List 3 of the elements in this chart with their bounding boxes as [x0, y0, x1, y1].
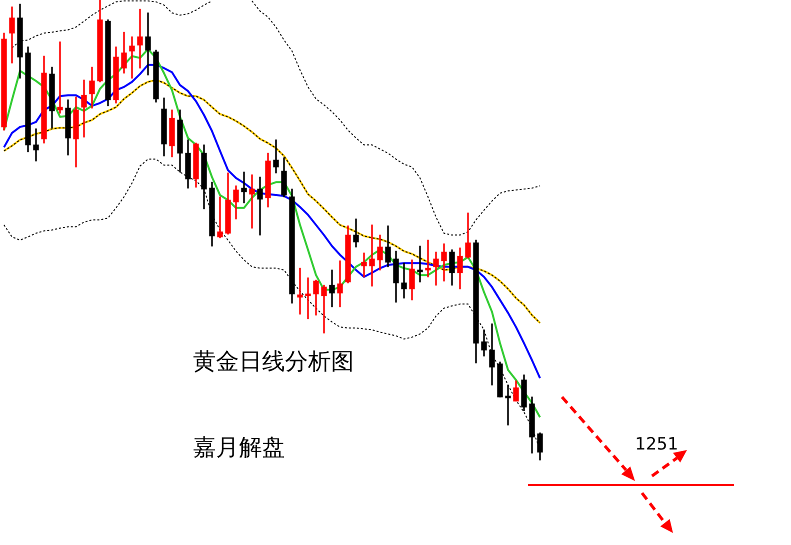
text: 黄金日线分析图 — [193, 348, 354, 375]
text: 1251 — [635, 434, 678, 454]
annotation: 嘉月解盘 — [193, 434, 285, 461]
